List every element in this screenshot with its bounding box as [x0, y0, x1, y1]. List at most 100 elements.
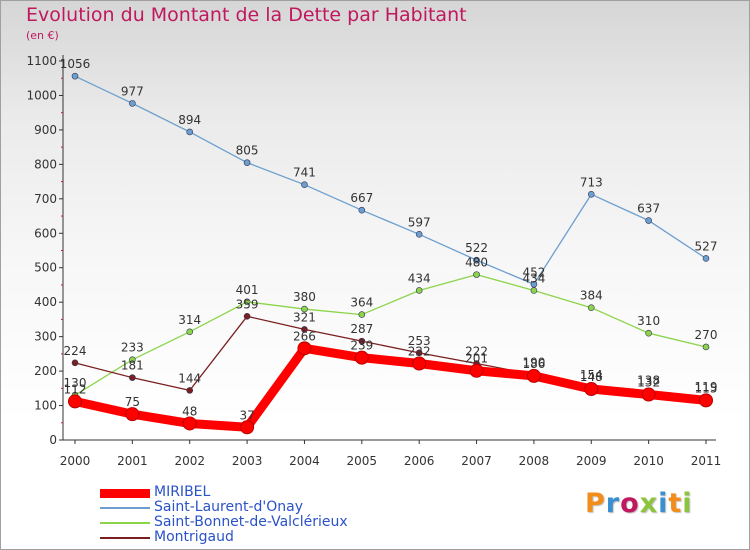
data-point: [129, 100, 136, 107]
x-tick-label: 2002: [174, 454, 205, 468]
data-label: 597: [408, 215, 431, 229]
data-label: 314: [178, 313, 201, 327]
y-tick-label: 100: [34, 399, 57, 413]
series-line-1: [74, 75, 707, 285]
data-point: [182, 416, 197, 431]
y-tick-label: 300: [34, 330, 57, 344]
data-label: 222: [408, 345, 431, 359]
x-tick-label: 2007: [461, 454, 492, 468]
data-point: [301, 326, 308, 333]
data-point: [354, 350, 369, 365]
data-point: [645, 217, 652, 224]
data-point: [584, 382, 599, 397]
y-tick-label: 500: [34, 261, 57, 275]
line-chart: 0 100 200 300 400 500 600 700 800 900 1000 1100 2000…: [26, 54, 722, 468]
data-label: 253: [408, 334, 431, 348]
x-tick-label: 2003: [232, 454, 263, 468]
data-label: 132: [637, 376, 660, 390]
y-tick-label: 1000: [26, 88, 57, 102]
y-tick-label: 0: [49, 433, 57, 447]
data-label: 384: [580, 289, 603, 303]
data-label: 480: [465, 256, 488, 270]
data-label: 190: [522, 356, 545, 370]
data-point: [301, 305, 308, 313]
data-label: 112: [64, 382, 87, 396]
data-label: 401: [236, 283, 259, 297]
data-point: [243, 159, 251, 166]
data-label: 894: [178, 113, 201, 127]
data-point: [71, 359, 79, 367]
data-point: [243, 313, 251, 320]
data-point: [243, 298, 251, 306]
data-point: [415, 287, 423, 294]
data-point: [645, 329, 652, 337]
data-point: [699, 393, 713, 408]
legend-swatch: [100, 522, 150, 524]
data-label: 37: [239, 408, 254, 422]
legend-swatch: [100, 489, 150, 498]
y-tick-label: 200: [34, 364, 57, 378]
legend-label: Saint-Bonnet-de-Valclérieux: [154, 514, 348, 530]
data-label: 233: [121, 341, 144, 355]
x-tick-label: 2001: [117, 454, 148, 468]
data-label: 527: [695, 239, 718, 253]
data-point: [71, 72, 79, 80]
data-label: 522: [465, 241, 488, 255]
y-tick-label: 900: [34, 123, 57, 137]
data-point: [587, 191, 595, 198]
data-label: 434: [522, 271, 545, 285]
data-point: [68, 394, 82, 409]
data-point: [415, 349, 423, 357]
data-label: 434: [408, 271, 431, 285]
data-label: 154: [580, 368, 603, 382]
data-label: 239: [350, 339, 373, 353]
x-tick-label: 2000: [60, 454, 91, 468]
x-tick-label: 2008: [519, 454, 550, 468]
data-label: 741: [293, 166, 316, 180]
series-line-2: [74, 273, 707, 396]
x-tick-label: 2011: [691, 454, 722, 468]
data-point: [702, 255, 710, 262]
data-point: [129, 356, 136, 364]
data-label: 667: [350, 191, 373, 205]
data-point: [530, 287, 538, 294]
data-point: [415, 231, 423, 238]
legend-swatch: [100, 537, 150, 539]
data-label: 977: [121, 84, 144, 98]
data-point: [125, 407, 140, 422]
data-label: 452: [522, 265, 545, 279]
data-point: [186, 328, 194, 336]
proxiti-logo: Proxiti: [585, 488, 693, 519]
x-tick-label: 2009: [576, 454, 607, 468]
data-label: 75: [125, 395, 140, 409]
data-point: [129, 374, 136, 381]
y-tick-label: 1100: [26, 54, 57, 68]
data-label: 287: [350, 322, 373, 336]
data-label: 181: [121, 359, 144, 373]
x-tick-label: 2004: [289, 454, 320, 468]
x-tick-label: 2005: [347, 454, 378, 468]
data-point: [469, 363, 484, 378]
legend-label: MIRIBEL: [154, 484, 211, 500]
x-tick-label: 2006: [404, 454, 435, 468]
data-label: 321: [293, 310, 316, 324]
data-point: [358, 311, 366, 318]
data-label: 148: [580, 370, 603, 384]
data-label: 1056: [60, 57, 91, 71]
data-label: 222: [465, 345, 488, 359]
data-label: 713: [580, 175, 603, 189]
data-point: [702, 343, 710, 351]
data-label: 637: [637, 202, 660, 216]
data-point: [473, 256, 480, 264]
data-point: [240, 420, 255, 435]
data-point: [358, 337, 366, 345]
data-label: 266: [293, 329, 316, 343]
data-label: 224: [64, 344, 87, 358]
data-label: 115: [695, 381, 718, 395]
data-label: 201: [465, 352, 488, 366]
data-point: [301, 181, 308, 188]
data-point: [473, 271, 480, 278]
data-label: 186: [522, 357, 545, 371]
data-label: 144: [178, 371, 201, 385]
data-point: [412, 356, 427, 371]
